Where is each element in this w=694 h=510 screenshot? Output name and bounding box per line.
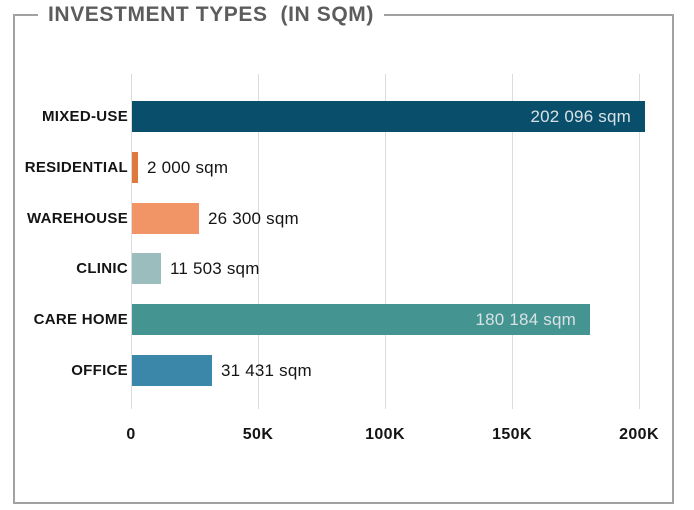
bar-care-home xyxy=(132,304,590,335)
x-axis-tick-50K: 50K xyxy=(242,426,274,443)
bar-clinic xyxy=(132,253,161,284)
x-axis-tick-0: 0 xyxy=(126,426,136,443)
bar-office xyxy=(132,355,212,386)
category-label-mixed-use: MIXED-USE xyxy=(41,108,128,125)
value-label: 202 096 sqm xyxy=(530,107,631,126)
gridline-100K xyxy=(385,74,386,409)
value-label: 11 503 sqm xyxy=(170,259,260,278)
chart-title: INVESTMENT TYPES (IN SQM) xyxy=(38,2,384,28)
gridline-150K xyxy=(512,74,513,409)
value-label: 31 431 sqm xyxy=(221,361,312,380)
bar-mixed-use xyxy=(132,101,645,132)
category-label-office: OFFICE xyxy=(71,362,128,379)
gridline-200K xyxy=(639,74,640,409)
category-label-residential: RESIDENTIAL xyxy=(24,159,128,176)
category-label-care-home: CARE HOME xyxy=(33,311,128,328)
bar-residential xyxy=(132,152,138,183)
x-axis-tick-200K: 200K xyxy=(619,426,659,443)
value-label: 180 184 sqm xyxy=(475,310,576,329)
category-label-warehouse: WAREHOUSE xyxy=(26,210,128,227)
gridline-0 xyxy=(131,74,132,409)
value-label: 26 300 sqm xyxy=(208,209,299,228)
gridline-50K xyxy=(258,74,259,409)
value-label: 2 000 sqm xyxy=(147,158,229,177)
bar-warehouse xyxy=(132,203,199,234)
x-axis-tick-150K: 150K xyxy=(492,426,532,443)
x-axis-tick-100K: 100K xyxy=(365,426,405,443)
category-label-clinic: CLINIC xyxy=(76,260,128,277)
